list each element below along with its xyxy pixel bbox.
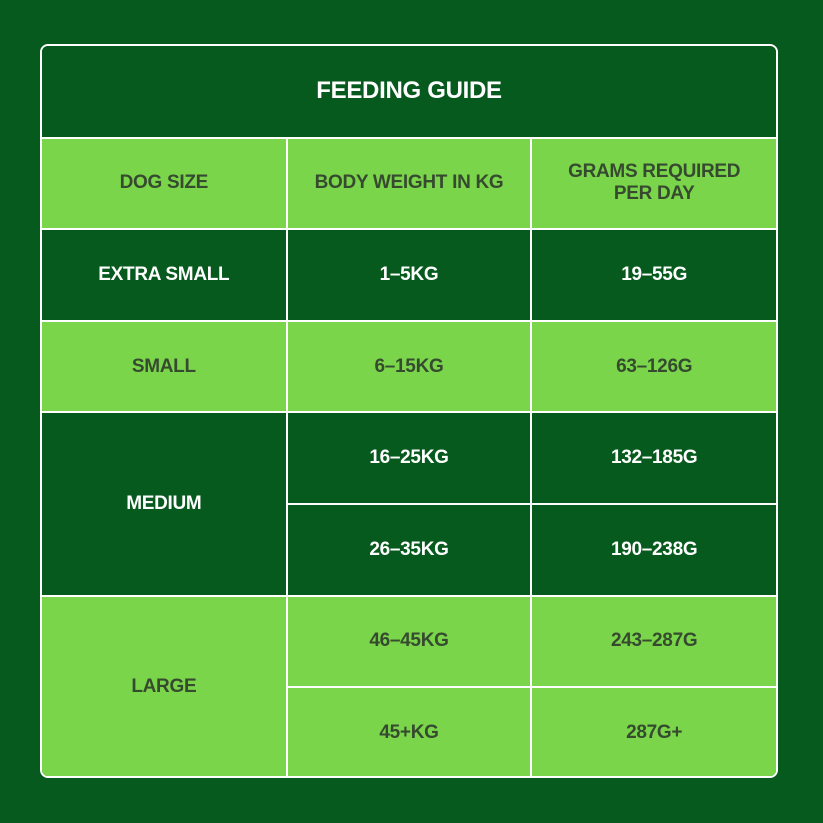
header-cell: GRAMS REQUIRED PER DAY [530,136,776,231]
weight-cell: 6–15KG [285,319,533,414]
header-cell: BODY WEIGHT IN KG [285,136,533,231]
grams-cell: 19–55G [530,228,776,322]
grams-cell: 287G+ [530,686,776,776]
feeding-table: FEEDING GUIDE DOG SIZE BODY WEIGHT IN KG… [40,44,778,778]
data-row: 26–35KG 190–238G [42,502,776,597]
dog-size-cell: SMALL [42,319,288,414]
title-row: FEEDING GUIDE [42,46,776,139]
dog-size-cell: LARGE [42,594,288,776]
table-title: FEEDING GUIDE [42,46,776,139]
weight-cell: 26–35KG [286,502,533,597]
header-cell: DOG SIZE [42,136,288,231]
weight-cell: 1–5KG [285,228,533,322]
table-body: FEEDING GUIDE DOG SIZE BODY WEIGHT IN KG… [42,46,776,776]
grams-cell: 190–238G [530,502,776,597]
weight-cell: 16–25KG [285,411,533,505]
weight-cell: 45+KG [286,686,533,776]
data-row: SMALL 6–15KG 63–126G [42,319,776,414]
data-row: 45+KG 287G+ [42,686,776,776]
grams-cell: 132–185G [530,411,776,505]
grams-cell: 63–126G [530,319,776,414]
table: FEEDING GUIDE DOG SIZE BODY WEIGHT IN KG… [42,46,776,776]
data-row: LARGE 46–45KG 243–287G [42,594,776,776]
grams-cell: 243–287G [530,594,776,689]
weight-cell: 46–45KG [285,594,533,689]
dog-size-cell: EXTRA SMALL [42,228,288,322]
data-row: EXTRA SMALL 1–5KG 19–55G [42,228,776,322]
header-row: DOG SIZE BODY WEIGHT IN KG GRAMS REQUIRE… [42,136,776,231]
data-row: MEDIUM 16–25KG 132–185G [42,411,776,597]
dog-size-cell: MEDIUM [42,411,288,597]
